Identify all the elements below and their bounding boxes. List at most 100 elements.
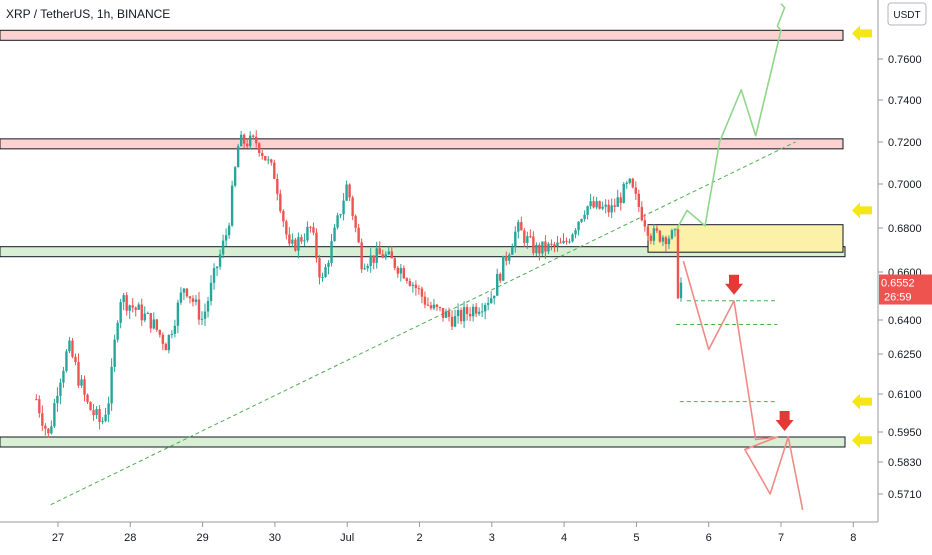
x-tick-label: 27 xyxy=(52,532,64,544)
bullish-projection-path[interactable] xyxy=(675,3,786,231)
candle xyxy=(62,366,65,388)
candle xyxy=(550,239,553,251)
candle xyxy=(83,375,86,402)
x-tick-label: 4 xyxy=(561,532,567,544)
x-tick-label: 29 xyxy=(196,532,208,544)
candle xyxy=(330,233,333,267)
ascending-trendline[interactable] xyxy=(50,141,796,506)
candle xyxy=(164,342,168,351)
candle xyxy=(110,358,113,412)
candle xyxy=(44,423,47,436)
candle xyxy=(408,278,412,287)
candle xyxy=(285,219,288,240)
candle xyxy=(462,301,466,329)
candle xyxy=(221,234,225,259)
candle xyxy=(631,177,634,189)
candle xyxy=(450,310,454,330)
candle xyxy=(592,196,595,209)
support-zone[interactable] xyxy=(0,436,846,448)
candle xyxy=(499,272,502,284)
candle xyxy=(559,237,562,244)
candle xyxy=(122,292,125,311)
candle xyxy=(101,417,104,425)
candle xyxy=(447,307,451,322)
resistance-zone[interactable] xyxy=(0,29,844,41)
candle xyxy=(607,199,610,217)
candle xyxy=(291,233,294,247)
candle xyxy=(667,235,671,250)
currency-label[interactable] xyxy=(887,2,927,26)
price-axis[interactable]: 0.76000.74000.72000.70000.68000.66000.64… xyxy=(877,0,932,522)
candle xyxy=(282,209,285,228)
candle xyxy=(35,394,38,401)
candle xyxy=(658,229,662,243)
candle xyxy=(423,291,427,309)
candle xyxy=(161,332,165,351)
y-tick-label: 0.7600 xyxy=(888,54,922,66)
candle xyxy=(652,223,656,245)
candle xyxy=(477,307,481,316)
annotation-arrows-layer xyxy=(725,25,872,449)
candle xyxy=(300,234,303,244)
candle xyxy=(541,241,544,256)
candle xyxy=(568,238,571,244)
candle xyxy=(589,193,592,210)
candle xyxy=(523,227,526,247)
support-zone[interactable] xyxy=(0,246,846,258)
candle xyxy=(360,238,363,273)
candle xyxy=(583,210,586,222)
candle xyxy=(140,298,143,326)
resistance-zone[interactable] xyxy=(0,138,844,150)
red-down-arrow-icon xyxy=(775,411,794,431)
dashed-levels-layer xyxy=(676,300,778,403)
candle xyxy=(236,143,240,168)
candle xyxy=(176,299,180,334)
candle xyxy=(264,155,267,161)
candle xyxy=(381,249,384,259)
entry-zone[interactable] xyxy=(647,224,844,253)
y-tick-label: 0.5710 xyxy=(888,489,922,501)
candle xyxy=(580,218,583,224)
y-tick-label: 0.5950 xyxy=(888,427,922,439)
x-tick-label: 28 xyxy=(124,532,136,544)
projection-layer xyxy=(675,3,804,511)
candle xyxy=(444,308,448,319)
candle xyxy=(98,405,101,430)
candle xyxy=(179,287,183,305)
candle xyxy=(86,393,89,405)
candle xyxy=(547,242,550,255)
candle xyxy=(471,303,475,322)
candle xyxy=(384,251,387,261)
x-tick-label: 7 xyxy=(778,532,784,544)
candle xyxy=(333,224,336,242)
candle xyxy=(637,189,641,213)
candle xyxy=(188,296,192,304)
candle xyxy=(303,233,306,247)
candle xyxy=(351,195,354,221)
candle xyxy=(65,349,68,373)
candle xyxy=(239,130,243,147)
time-axis[interactable]: 27 28 29 30 Jul 2 3 4 5 6 7 8 xyxy=(0,521,932,550)
candle xyxy=(532,231,535,256)
candle xyxy=(366,263,369,272)
candle xyxy=(80,374,83,388)
candle xyxy=(610,198,613,218)
candle xyxy=(170,330,174,339)
candle xyxy=(203,303,207,326)
chart-title: XRP / TetherUS, 1h, BINANCE xyxy=(6,7,170,21)
candle xyxy=(480,303,484,318)
candle xyxy=(258,142,261,157)
trendline-layer xyxy=(50,141,796,506)
candle xyxy=(438,306,442,312)
candle xyxy=(456,303,460,324)
candle xyxy=(182,287,186,300)
candle xyxy=(200,311,204,326)
candle xyxy=(113,334,116,373)
candle xyxy=(59,378,62,405)
bearish-projection-path[interactable] xyxy=(682,260,804,511)
candle xyxy=(577,221,580,236)
candle xyxy=(411,282,415,293)
candle xyxy=(47,428,50,438)
